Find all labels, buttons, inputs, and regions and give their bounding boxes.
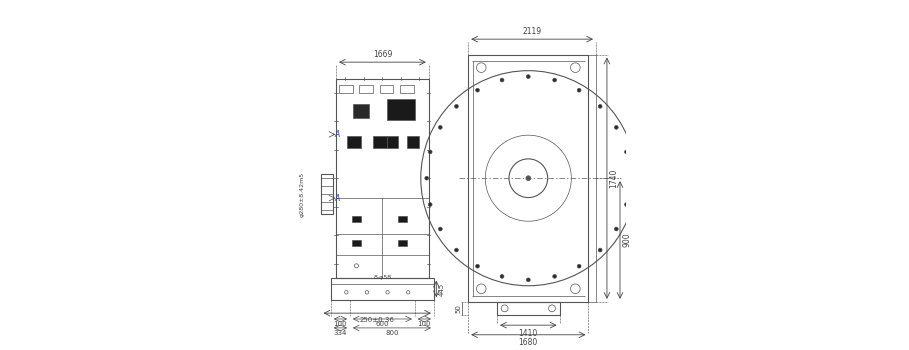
- Bar: [339, 85, 353, 93]
- Bar: [588, 55, 596, 302]
- Circle shape: [624, 150, 628, 154]
- Circle shape: [624, 203, 628, 206]
- Bar: [352, 216, 361, 222]
- Circle shape: [577, 88, 581, 92]
- Bar: [373, 136, 387, 148]
- Text: 100: 100: [334, 321, 347, 327]
- Text: 1410: 1410: [519, 329, 538, 338]
- Bar: [353, 104, 369, 118]
- Text: 1669: 1669: [373, 50, 392, 59]
- Circle shape: [454, 248, 458, 252]
- Circle shape: [614, 227, 618, 231]
- Text: 800: 800: [385, 330, 399, 336]
- Bar: [468, 55, 588, 302]
- Bar: [347, 136, 361, 148]
- Text: 50: 50: [455, 304, 462, 313]
- Text: 900: 900: [622, 233, 631, 247]
- Circle shape: [598, 104, 602, 108]
- Bar: [398, 216, 407, 222]
- Circle shape: [500, 78, 504, 82]
- Circle shape: [428, 150, 432, 154]
- Text: 8-φ58: 8-φ58: [374, 275, 392, 280]
- Circle shape: [438, 227, 442, 231]
- Bar: [407, 136, 418, 148]
- Text: 2119: 2119: [523, 27, 542, 36]
- Circle shape: [628, 176, 632, 180]
- Bar: [387, 136, 398, 148]
- Circle shape: [526, 75, 530, 78]
- Bar: [331, 278, 434, 300]
- Circle shape: [428, 203, 432, 206]
- Circle shape: [598, 248, 602, 252]
- Bar: [400, 85, 414, 93]
- Bar: [380, 85, 394, 93]
- Text: 250±0.36: 250±0.36: [360, 317, 395, 323]
- Circle shape: [577, 264, 581, 268]
- Text: 1680: 1680: [519, 338, 538, 347]
- Bar: [387, 99, 415, 120]
- Bar: [398, 240, 407, 246]
- Bar: [359, 85, 373, 93]
- Circle shape: [614, 126, 618, 129]
- Bar: [321, 174, 333, 214]
- Text: 600: 600: [375, 321, 389, 327]
- Bar: [336, 79, 429, 278]
- Text: A: A: [334, 130, 339, 139]
- Circle shape: [526, 176, 531, 181]
- Text: 334: 334: [334, 330, 347, 336]
- Circle shape: [553, 78, 556, 82]
- Circle shape: [475, 88, 479, 92]
- Text: 445: 445: [438, 282, 445, 295]
- Circle shape: [425, 176, 428, 180]
- Text: φ280±8.42m5: φ280±8.42m5: [299, 172, 305, 217]
- Bar: [497, 302, 560, 315]
- Text: 1740: 1740: [609, 168, 618, 188]
- Circle shape: [438, 126, 442, 129]
- Circle shape: [553, 274, 556, 278]
- Circle shape: [454, 104, 458, 108]
- Circle shape: [526, 278, 530, 282]
- Circle shape: [475, 264, 479, 268]
- Circle shape: [500, 274, 504, 278]
- Text: 100: 100: [417, 321, 431, 327]
- Bar: [352, 240, 361, 246]
- Text: A: A: [334, 194, 339, 203]
